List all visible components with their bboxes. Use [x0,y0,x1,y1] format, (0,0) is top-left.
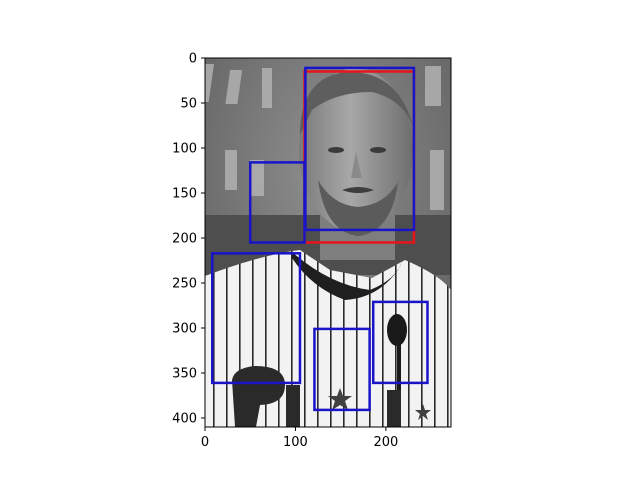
y-tick-label: 100 [172,142,197,157]
y-tick-label: 50 [180,97,197,112]
bounding-boxes [210,66,429,412]
y-tick-label: 200 [172,232,197,247]
y-tick-label: 400 [172,412,197,427]
y-axis: 0 50 100 150 200 250 300 350 400 [172,52,205,427]
y-tick-label: 250 [172,277,197,292]
bbox-face-detection [304,66,416,232]
axes-frame [204,57,452,428]
bbox-left-jersey [210,252,302,385]
bbox-left-background [248,161,306,244]
x-axis: 0 100 200 [201,427,398,450]
y-tick-label: 0 [189,52,197,67]
x-tick-label: 0 [201,435,209,450]
bbox-microphone [371,300,429,385]
y-tick-label: 300 [172,322,197,337]
bbox-center-jersey [313,327,371,412]
x-tick-label: 100 [283,435,308,450]
y-tick-label: 350 [172,367,197,382]
x-tick-label: 200 [373,435,398,450]
y-tick-label: 150 [172,187,197,202]
